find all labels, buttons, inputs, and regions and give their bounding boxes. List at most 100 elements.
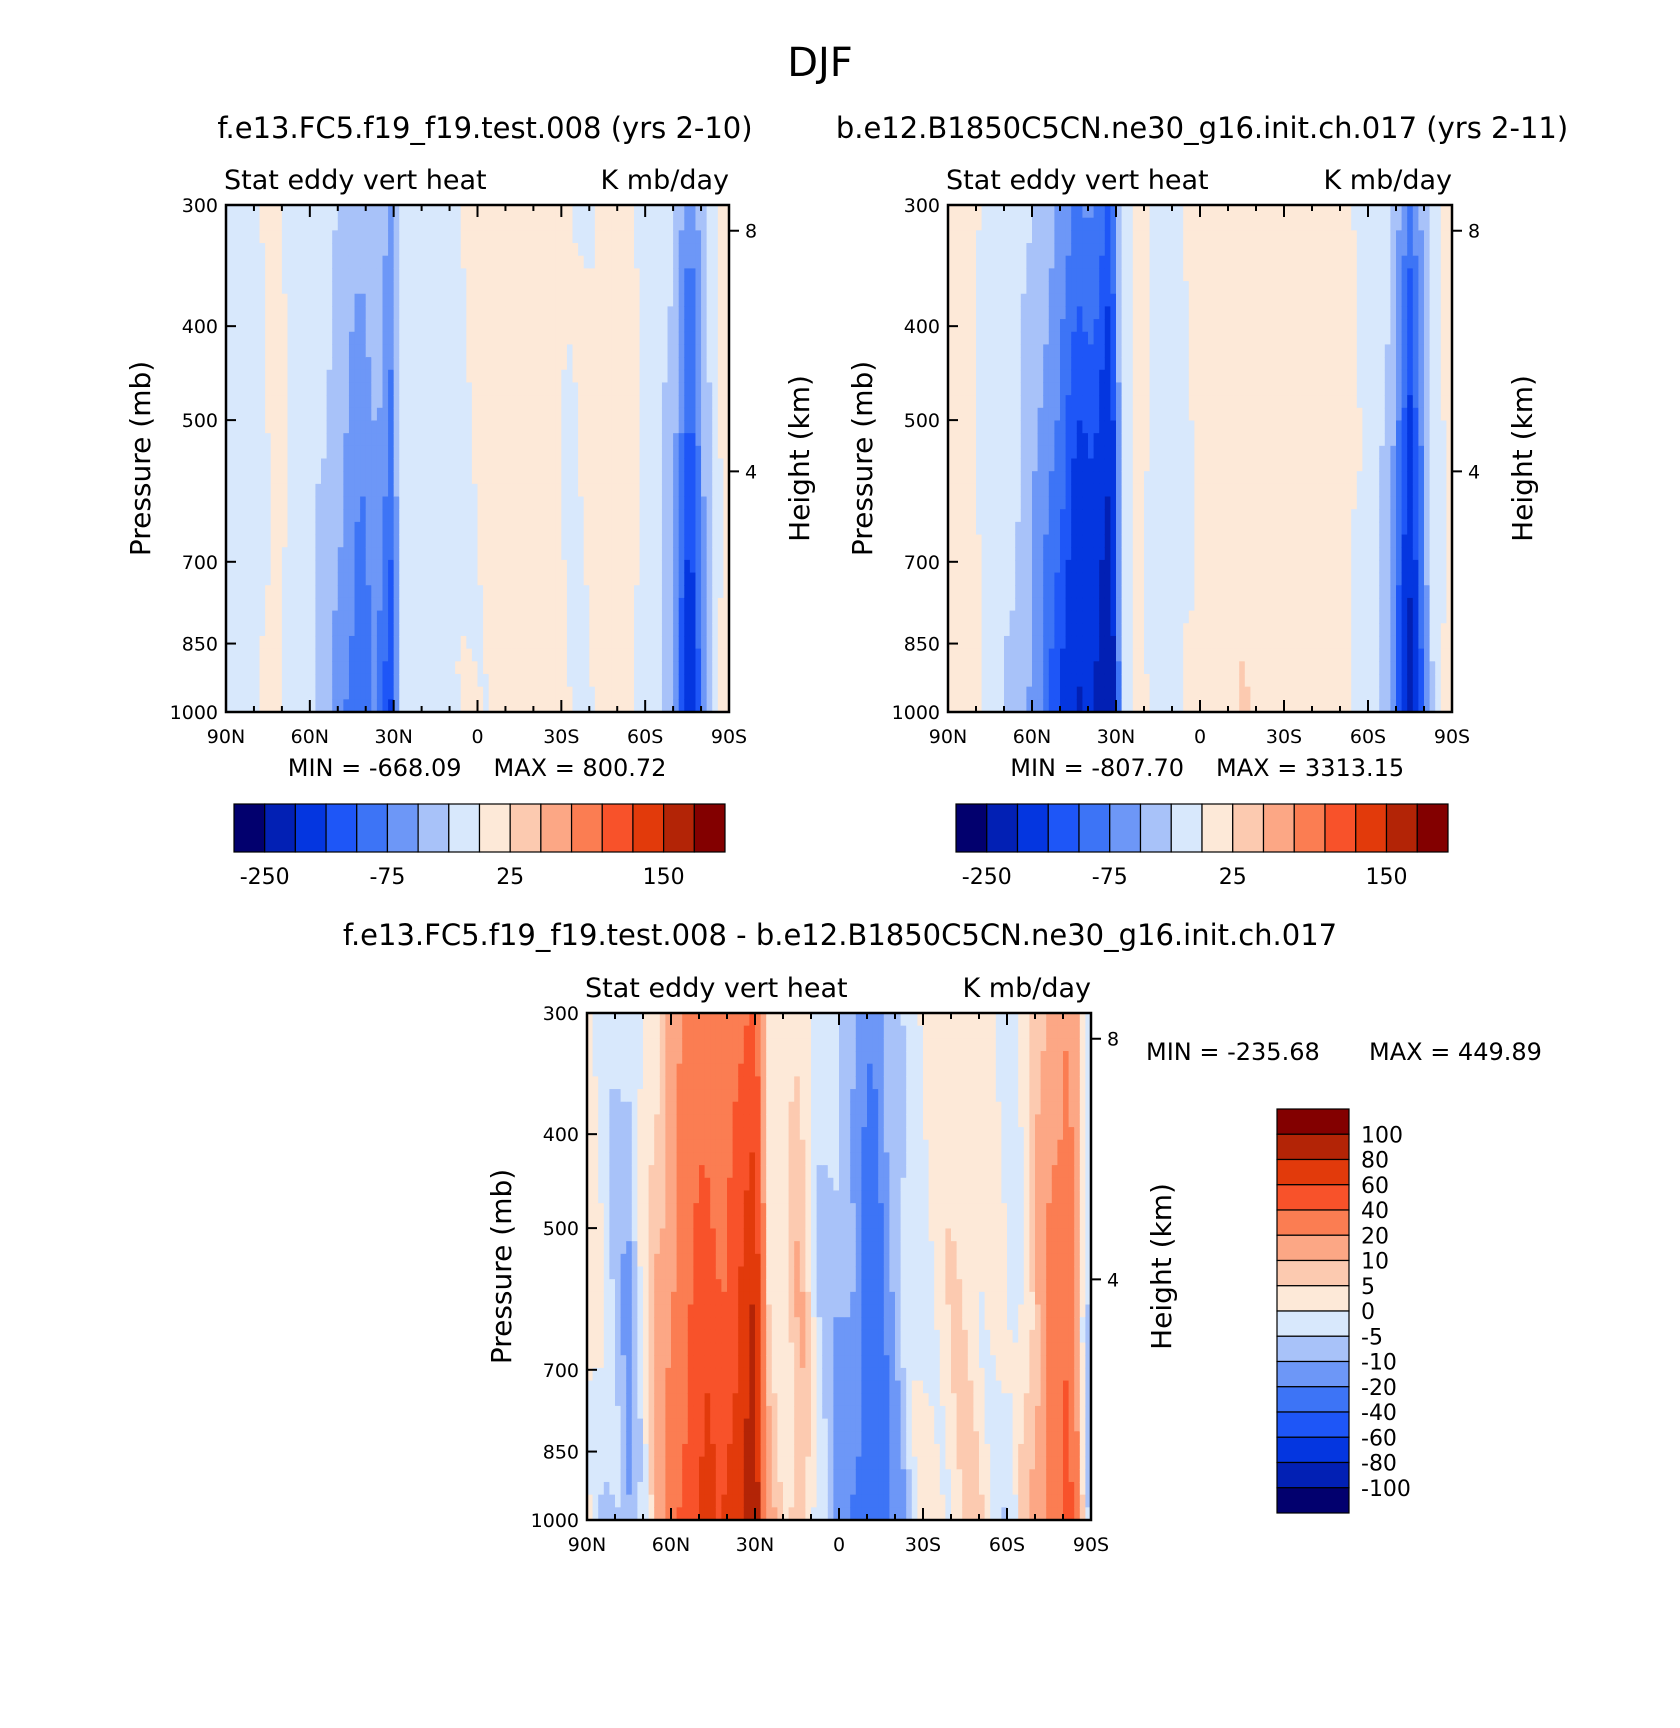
- field-cell: [343, 636, 349, 649]
- field-cell: [299, 256, 305, 269]
- field-cell: [472, 636, 478, 649]
- field-cell: [405, 547, 411, 560]
- field-cell: [1026, 230, 1032, 243]
- field-cell: [623, 294, 629, 307]
- field-cell: [422, 243, 428, 256]
- field-cell: [623, 497, 629, 510]
- field-cell: [338, 256, 344, 269]
- field-cell: [243, 395, 249, 408]
- field-cell: [1054, 598, 1060, 611]
- field-cell: [517, 611, 523, 624]
- field-cell: [293, 636, 299, 649]
- field-cell: [628, 268, 634, 281]
- field-cell: [1116, 585, 1122, 598]
- field-cell: [494, 484, 500, 497]
- field-cell: [1004, 243, 1010, 256]
- field-cell: [673, 306, 679, 319]
- field-cell: [589, 382, 595, 395]
- field-cell: [1077, 585, 1083, 598]
- field-cell: [1094, 687, 1100, 700]
- field-cell: [993, 433, 999, 446]
- field-cell: [567, 357, 573, 370]
- field-cell: [1015, 370, 1021, 383]
- field-cell: [427, 674, 433, 687]
- field-cell: [483, 281, 489, 294]
- field-cell: [315, 370, 321, 383]
- field-cell: [1071, 509, 1077, 522]
- field-cell: [461, 395, 467, 408]
- field-cell: [695, 433, 701, 446]
- field-cell: [489, 560, 495, 573]
- field-cell: [982, 623, 988, 636]
- field-cell: [662, 205, 668, 218]
- field-cell: [321, 370, 327, 383]
- field-cell: [478, 230, 484, 243]
- field-cell: [1049, 459, 1055, 472]
- field-cell: [327, 699, 333, 712]
- field-cell: [623, 585, 629, 598]
- field-cell: [668, 484, 674, 497]
- field-cell: [612, 332, 618, 345]
- field-cell: [1049, 230, 1055, 243]
- field-cell: [427, 661, 433, 674]
- field-cell: [338, 573, 344, 586]
- field-cell: [1094, 649, 1100, 662]
- field-cell: [712, 420, 718, 433]
- field-cell: [970, 661, 976, 674]
- field-cell: [315, 332, 321, 345]
- field-cell: [623, 484, 629, 497]
- field-cell: [371, 623, 377, 636]
- field-cell: [517, 649, 523, 662]
- field-cell: [1026, 319, 1032, 332]
- field-cell: [539, 243, 545, 256]
- field-cell: [1127, 395, 1133, 408]
- field-cell: [640, 535, 646, 548]
- field-cell: [1038, 446, 1044, 459]
- field-cell: [645, 370, 651, 383]
- field-cell: [1032, 433, 1038, 446]
- field-cell: [673, 395, 679, 408]
- field-cell: [1043, 344, 1049, 357]
- field-cell: [355, 661, 361, 674]
- field-cell: [623, 560, 629, 573]
- field-cell: [444, 319, 450, 332]
- field-cell: [1066, 395, 1072, 408]
- field-cell: [954, 497, 960, 510]
- field-cell: [522, 522, 528, 535]
- field-cell: [970, 535, 976, 548]
- field-cell: [617, 560, 623, 573]
- field-cell: [640, 319, 646, 332]
- field-cell: [433, 611, 439, 624]
- field-cell: [1054, 471, 1060, 484]
- field-cell: [1082, 268, 1088, 281]
- field-cell: [628, 699, 634, 712]
- field-cell: [461, 218, 467, 231]
- field-cell: [684, 382, 690, 395]
- field-cell: [528, 585, 534, 598]
- field-cell: [1049, 674, 1055, 687]
- field-cell: [466, 585, 472, 598]
- field-cell: [634, 509, 640, 522]
- field-cell: [282, 649, 288, 662]
- field-cell: [254, 344, 260, 357]
- field-cell: [965, 408, 971, 421]
- field-cell: [517, 471, 523, 484]
- field-cell: [304, 649, 310, 662]
- field-cell: [679, 205, 685, 218]
- field-cell: [232, 661, 238, 674]
- field-cell: [522, 332, 528, 345]
- field-cell: [338, 649, 344, 662]
- field-cell: [461, 332, 467, 345]
- field-cell: [265, 649, 271, 662]
- field-cell: [416, 585, 422, 598]
- field-cell: [399, 344, 405, 357]
- field-cell: [500, 674, 506, 687]
- field-cell: [545, 408, 551, 421]
- field-cell: [1049, 699, 1055, 712]
- field-cell: [1110, 281, 1116, 294]
- field-cell: [332, 446, 338, 459]
- field-cell: [1077, 522, 1083, 535]
- field-cell: [293, 509, 299, 522]
- field-cell: [640, 484, 646, 497]
- field-cell: [282, 484, 288, 497]
